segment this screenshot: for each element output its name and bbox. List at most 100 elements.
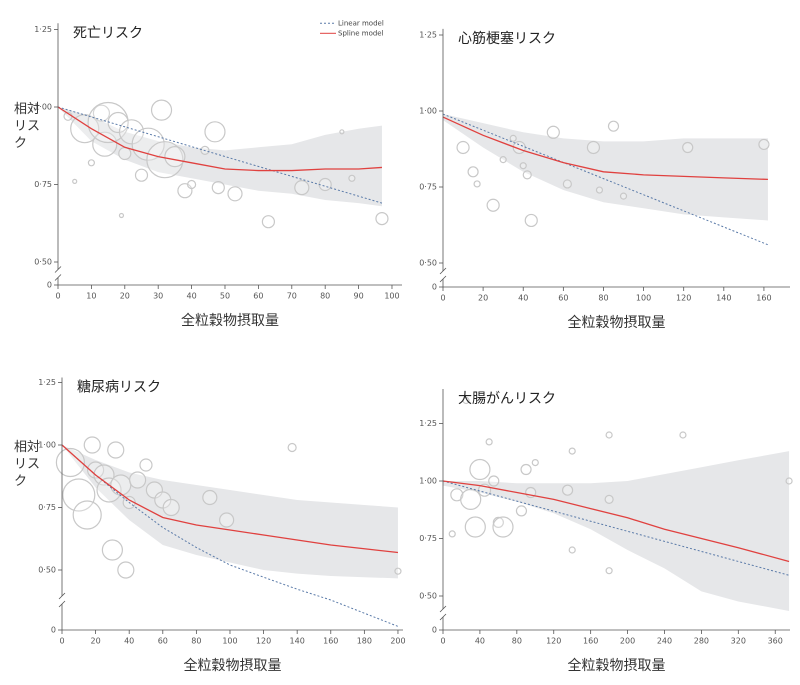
confidence-band xyxy=(58,107,382,207)
x-tick-label: 360 xyxy=(768,637,783,646)
x-tick-label: 240 xyxy=(657,637,672,646)
study-bubble xyxy=(607,120,620,132)
study-bubble xyxy=(682,141,694,154)
y-tick-label: 0·75 xyxy=(419,183,437,192)
x-tick-label: 10 xyxy=(86,292,96,301)
study-bubble xyxy=(118,119,145,145)
axis-break xyxy=(58,600,66,608)
x-tick-label: 20 xyxy=(120,292,130,301)
y-tick-label: 0·75 xyxy=(38,503,56,512)
study-bubble xyxy=(604,494,614,504)
y-tick-label: 1·00 xyxy=(419,107,437,116)
study-bubble xyxy=(520,463,532,476)
study-bubble xyxy=(499,156,507,164)
study-bubble xyxy=(186,179,197,190)
study-bubble xyxy=(605,431,613,439)
study-bubble xyxy=(562,179,572,189)
study-bubble xyxy=(448,530,456,538)
study-bubble xyxy=(450,488,464,502)
x-tick-label: 30 xyxy=(153,292,163,301)
y-tick-label: 0 xyxy=(432,626,437,635)
x-tick-label: 140 xyxy=(290,637,305,646)
study-bubble xyxy=(261,215,276,229)
study-bubble xyxy=(519,162,527,170)
y-tick-label: 1·25 xyxy=(419,31,437,40)
study-bubble xyxy=(287,442,297,453)
confidence-band xyxy=(443,451,790,611)
study-bubble xyxy=(394,567,402,575)
study-bubble xyxy=(93,464,115,486)
x-tick-label: 200 xyxy=(620,637,635,646)
study-bubble xyxy=(101,539,123,561)
study-bubble xyxy=(531,459,539,467)
study-bubble xyxy=(62,478,96,512)
axis-break xyxy=(54,274,62,281)
x-tick-label: 120 xyxy=(546,637,561,646)
study-bubble xyxy=(107,441,125,459)
y-axis-label: 相対リスク xyxy=(14,102,41,151)
study-bubble xyxy=(488,475,500,487)
study-bubble xyxy=(339,129,345,135)
study-bubble xyxy=(758,138,770,151)
y-tick-label: 1·25 xyxy=(419,419,437,428)
study-bubble xyxy=(348,174,356,182)
x-tick-label: 70 xyxy=(287,292,297,301)
study-bubble xyxy=(469,458,491,481)
y-tick-label: 1·25 xyxy=(34,25,52,34)
axis-break xyxy=(439,613,447,621)
y-axis-label: 相対リスク xyxy=(14,440,41,489)
x-tick-label: 280 xyxy=(694,637,709,646)
x-tick-label: 100 xyxy=(636,294,651,303)
x-tick-label: 50 xyxy=(220,292,230,301)
study-bubble xyxy=(568,447,576,455)
x-tick-label: 0 xyxy=(440,294,445,303)
panel-title: 糖尿病リスク xyxy=(77,380,161,396)
study-bubble xyxy=(456,140,470,155)
x-axis-label: 全粒穀物摂取量 xyxy=(568,657,666,674)
x-tick-label: 80 xyxy=(320,292,330,301)
study-bubble xyxy=(679,431,687,439)
y-tick-label: 0·50 xyxy=(419,259,437,268)
study-bubble xyxy=(55,447,85,478)
y-tick-label: 0·50 xyxy=(38,566,56,575)
study-bubble xyxy=(568,546,576,554)
legend-label: Linear model xyxy=(338,19,384,27)
study-bubble xyxy=(546,125,560,139)
x-tick-label: 100 xyxy=(222,637,237,646)
y-tick-label: 0·50 xyxy=(419,592,437,601)
study-bubble xyxy=(204,121,226,143)
y-tick-label: 1·00 xyxy=(38,441,56,450)
x-tick-label: 120 xyxy=(676,294,691,303)
study-bubble xyxy=(561,484,574,496)
study-bubble xyxy=(522,170,532,180)
y-tick-label: 0·50 xyxy=(34,258,52,267)
study-bubble xyxy=(473,180,481,188)
study-bubble xyxy=(96,477,122,503)
study-bubble xyxy=(486,198,500,212)
study-bubble xyxy=(70,114,100,144)
study-bubble xyxy=(162,498,180,517)
x-tick-label: 20 xyxy=(91,637,101,646)
study-bubble xyxy=(375,212,389,226)
spline-model-line xyxy=(61,444,399,554)
study-bubble xyxy=(118,146,132,161)
study-bubble xyxy=(485,438,493,446)
spline-model-line xyxy=(57,106,383,172)
study-bubble xyxy=(211,181,225,195)
legend-label: Spline model xyxy=(338,29,384,37)
study-bubble xyxy=(605,567,613,575)
x-axis-label: 全粒穀物摂取量 xyxy=(568,314,666,331)
x-tick-label: 40 xyxy=(475,637,485,646)
study-bubble xyxy=(294,180,310,196)
y-tick-label: 1·00 xyxy=(419,477,437,486)
study-bubble xyxy=(202,489,218,506)
x-tick-label: 100 xyxy=(384,292,399,301)
study-bubble xyxy=(92,131,118,157)
panel-title: 心筋梗塞リスク xyxy=(458,30,556,47)
study-bubble xyxy=(87,159,95,167)
axis-break xyxy=(439,605,447,613)
x-tick-label: 320 xyxy=(731,637,746,646)
x-tick-label: 200 xyxy=(390,637,405,646)
